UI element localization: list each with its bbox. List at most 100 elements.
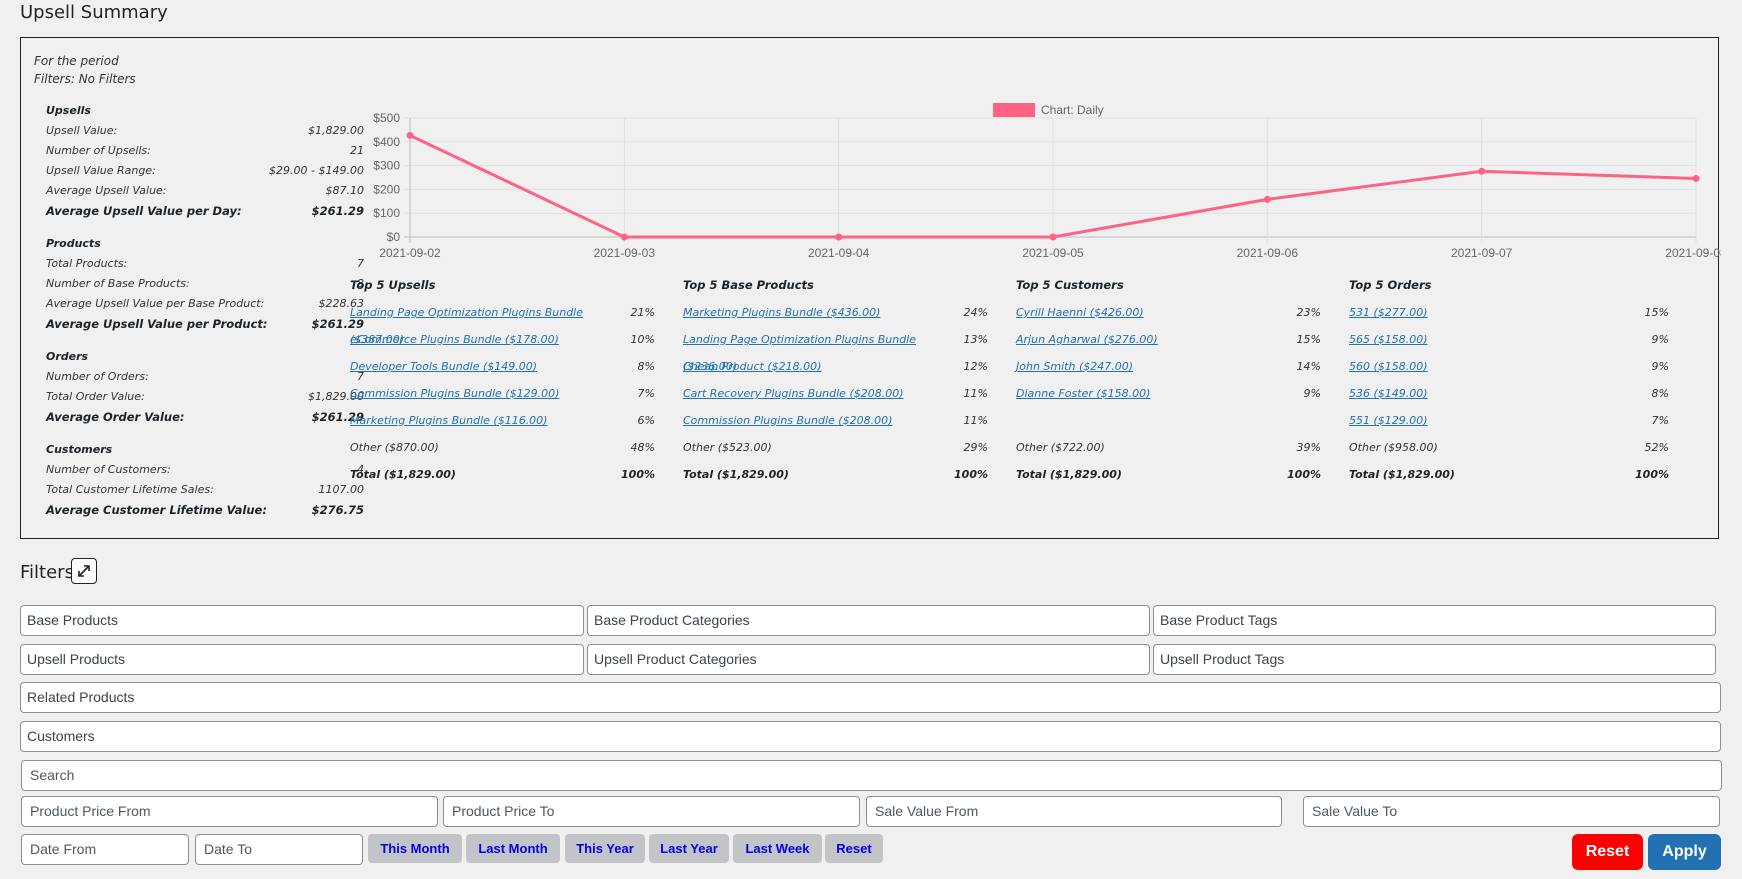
data-point xyxy=(835,233,843,241)
date-to-input[interactable]: Date To xyxy=(195,834,363,865)
top-list-link[interactable]: 551 ($129.00) xyxy=(1349,414,1428,427)
top-list-link[interactable]: Arjun Agharwal ($276.00) xyxy=(1016,333,1158,346)
stat-group-heading: Orders xyxy=(46,350,89,363)
stat-value: $261.29 xyxy=(311,317,364,331)
last-year-button[interactable]: Last Year xyxy=(649,834,729,863)
top-list-link[interactable]: Cart Recovery Plugins Bundle ($208.00) xyxy=(683,387,904,400)
data-point xyxy=(1478,167,1486,175)
stat-label: Average Upsell Value per Day: xyxy=(46,204,242,218)
top-list-row: eCommerce Plugins Bundle ($178.00) 10% xyxy=(350,326,655,353)
data-point xyxy=(406,131,414,139)
stat-value: $29.00 - $149.00 xyxy=(269,164,364,177)
top-list-row: Other ($958.00) 52% xyxy=(1349,434,1669,461)
sale-value-from-input[interactable]: Sale Value From xyxy=(866,796,1282,827)
this-year-button[interactable]: This Year xyxy=(565,834,645,863)
top-list-row xyxy=(1016,407,1321,434)
top-list-percent: 100% xyxy=(954,468,988,481)
data-point xyxy=(1692,174,1700,182)
summary-panel: For the period Filters: No Filters Upsel… xyxy=(20,37,1727,539)
top-list-link[interactable]: Cheap Product ($218.00) xyxy=(683,360,822,373)
top-list-link[interactable]: Marketing Plugins Bundle ($436.00) xyxy=(683,306,881,319)
chart-legend[interactable]: Chart: Daily xyxy=(993,103,1104,117)
stat-label: Average Customer Lifetime Value: xyxy=(46,503,267,517)
stat-group: Customers Number of Customers: 4 Total Cust… xyxy=(46,440,364,520)
top-list-row: Commission Plugins Bundle ($208.00) 11% xyxy=(683,407,988,434)
reset-dates-button[interactable]: Reset xyxy=(825,834,883,863)
top-list-row: John Smith ($247.00) 14% xyxy=(1016,353,1321,380)
top-list-percent: 12% xyxy=(963,360,988,373)
top-list-link[interactable]: Dianne Foster ($158.00) xyxy=(1016,387,1151,400)
top-list-link[interactable]: 565 ($158.00) xyxy=(1349,333,1428,346)
upsell-products-select[interactable]: Upsell Products xyxy=(20,644,584,675)
top-list-row: Other ($523.00) 29% xyxy=(683,434,988,461)
stat-label: Upsell Value: xyxy=(46,124,118,137)
top-list-link[interactable]: Commission Plugins Bundle ($129.00) xyxy=(350,387,560,400)
expand-filters-button[interactable] xyxy=(71,558,97,584)
apply-button[interactable]: Apply xyxy=(1648,834,1721,870)
stat-value: $87.10 xyxy=(325,184,365,197)
stat-value: 8 xyxy=(357,277,364,290)
stat-group: Orders Number of Orders: 7 Total Order Valu… xyxy=(46,347,364,427)
top-list-link[interactable]: 531 ($277.00) xyxy=(1349,306,1428,319)
top-list-link[interactable]: Marketing Plugins Bundle ($116.00) xyxy=(350,414,548,427)
stat-row: Total Products: 7 xyxy=(46,254,364,274)
stat-label: Average Upsell Value per Base Product: xyxy=(46,297,265,310)
date-from-input[interactable]: Date From xyxy=(21,834,189,865)
top-list-heading: Top 5 Customers xyxy=(1016,278,1124,292)
top-list-percent: 9% xyxy=(1303,387,1321,400)
related-products-select[interactable]: Related Products xyxy=(20,682,1721,713)
upsell-product-tags-select[interactable]: Upsell Product Tags xyxy=(1153,644,1716,675)
top-list-link[interactable]: 560 ($158.00) xyxy=(1349,360,1428,373)
top-list-heading: Top 5 Orders xyxy=(1349,278,1432,292)
top-list-link[interactable]: Landing Page Optimization Plugins Bundle… xyxy=(350,306,584,346)
last-week-button[interactable]: Last Week xyxy=(733,834,822,863)
last-month-button[interactable]: Last Month xyxy=(466,834,560,863)
data-point xyxy=(1049,233,1057,241)
sale-value-to-input[interactable]: Sale Value To xyxy=(1303,796,1720,827)
top-list-label: Other ($722.00) xyxy=(1016,441,1105,454)
top-list-label: Other ($958.00) xyxy=(1349,441,1438,454)
data-point xyxy=(620,233,628,241)
base-product-tags-select[interactable]: Base Product Tags xyxy=(1153,605,1716,636)
base-product-categories-select[interactable]: Base Product Categories xyxy=(587,605,1150,636)
this-month-button[interactable]: This Month xyxy=(368,834,462,863)
base-products-select[interactable]: Base Products xyxy=(20,605,584,636)
top-list-row: Other ($722.00) 39% xyxy=(1016,434,1321,461)
top-list-row: Landing Page Optimization Plugins Bundle… xyxy=(683,326,988,373)
top-list-percent: 23% xyxy=(1296,306,1321,319)
product-price-to-input[interactable]: Product Price To xyxy=(443,796,860,827)
top-list-percent: 6% xyxy=(637,414,655,427)
reset-button[interactable]: Reset xyxy=(1572,834,1643,870)
stat-label: Number of Orders: xyxy=(46,370,149,383)
stat-label: Average Upsell Value: xyxy=(46,184,167,197)
stat-value: $1,829.00 xyxy=(308,390,364,403)
top-list-row: 531 ($277.00) 15% xyxy=(1349,299,1669,326)
top-list-row: Other ($870.00) 48% xyxy=(350,434,655,461)
stat-value: $1,829.00 xyxy=(308,124,364,137)
top-list-link[interactable]: Developer Tools Bundle ($149.00) xyxy=(350,360,538,373)
top-list-total-row: Total ($1,829.00) 100% xyxy=(350,461,655,488)
top-list-link[interactable]: eCommerce Plugins Bundle ($178.00) xyxy=(350,333,559,346)
top-list-percent: 29% xyxy=(963,441,988,454)
stat-value: 4 xyxy=(357,463,364,476)
product-price-from-input[interactable]: Product Price From xyxy=(21,796,438,827)
search-input[interactable]: Search xyxy=(21,760,1722,791)
stat-value: 7 xyxy=(357,257,364,270)
top-list-link[interactable]: Commission Plugins Bundle ($208.00) xyxy=(683,414,893,427)
upsell-product-categories-select[interactable]: Upsell Product Categories xyxy=(587,644,1150,675)
customers-select[interactable]: Customers xyxy=(20,721,1721,752)
stat-row: Number of Orders: 7 xyxy=(46,367,364,387)
stat-label: Total Products: xyxy=(46,257,128,270)
top-list-percent: 10% xyxy=(630,333,655,346)
top-list-link[interactable]: 536 ($149.00) xyxy=(1349,387,1428,400)
top-list-row: Marketing Plugins Bundle ($436.00) 24% xyxy=(683,299,988,326)
top-list-link[interactable]: John Smith ($247.00) xyxy=(1016,360,1134,373)
top-list-percent: 15% xyxy=(1644,306,1669,319)
top-list-link[interactable]: Landing Page Optimization Plugins Bundle… xyxy=(683,333,917,373)
stat-label: Number of Base Products: xyxy=(46,277,190,290)
top-list-link[interactable]: Cyrill Haenni ($426.00) xyxy=(1016,306,1144,319)
top-list-row: Marketing Plugins Bundle ($116.00) 6% xyxy=(350,407,655,434)
top-list-total-row: Total ($1,829.00) 100% xyxy=(1349,461,1669,488)
y-tick-label: $400 xyxy=(373,135,400,149)
top-list-row: 551 ($129.00) 7% xyxy=(1349,407,1669,434)
